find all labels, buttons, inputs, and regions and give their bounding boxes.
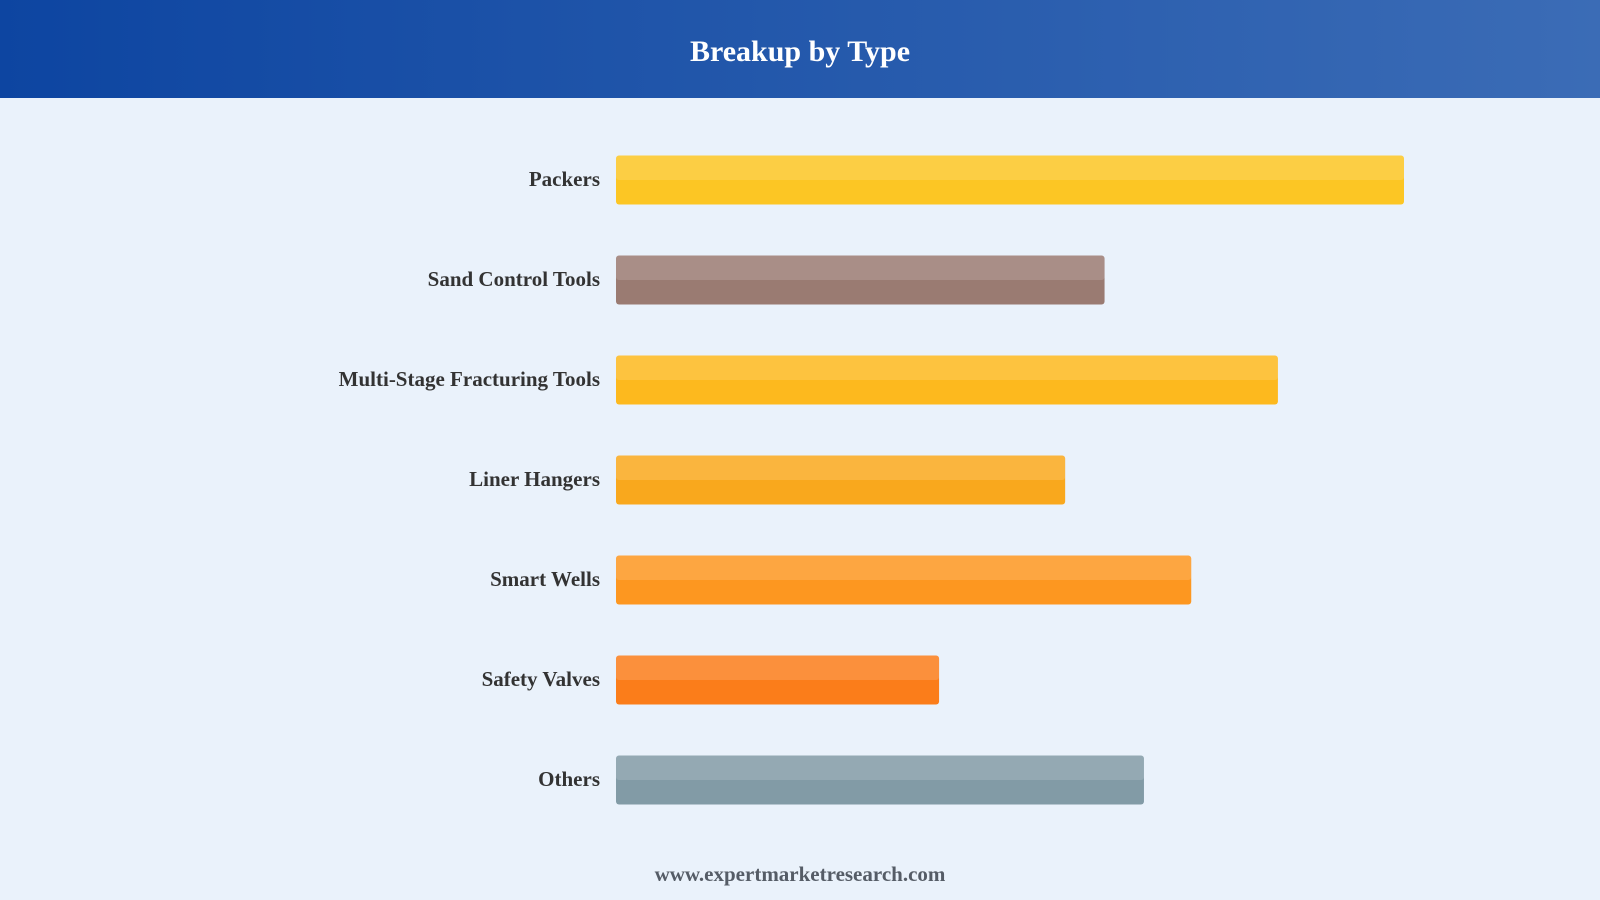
bar-highlight [616, 555, 1192, 580]
category-label: Smart Wells [490, 567, 600, 591]
category-label: Sand Control Tools [428, 267, 600, 291]
category-label: Others [538, 767, 600, 791]
bar-highlight [616, 155, 1404, 180]
bar-highlight [616, 755, 1144, 780]
category-label: Safety Valves [482, 667, 600, 691]
bar-highlight [616, 455, 1066, 480]
bar-highlight [616, 355, 1278, 380]
bar [616, 555, 1192, 605]
bar [616, 155, 1404, 205]
footer-source: www.expertmarketresearch.com [655, 862, 946, 886]
category-label: Liner Hangers [469, 467, 600, 491]
bar [616, 455, 1066, 505]
category-label: Multi-Stage Fracturing Tools [339, 367, 600, 391]
category-label: Packers [529, 167, 600, 191]
bar-highlight [616, 655, 940, 680]
header-bar [0, 0, 1600, 98]
bar [616, 655, 940, 705]
chart-title: Breakup by Type [690, 35, 910, 68]
bar [616, 755, 1144, 805]
bar [616, 255, 1105, 305]
bar-highlight [616, 255, 1105, 280]
bar [616, 355, 1278, 405]
